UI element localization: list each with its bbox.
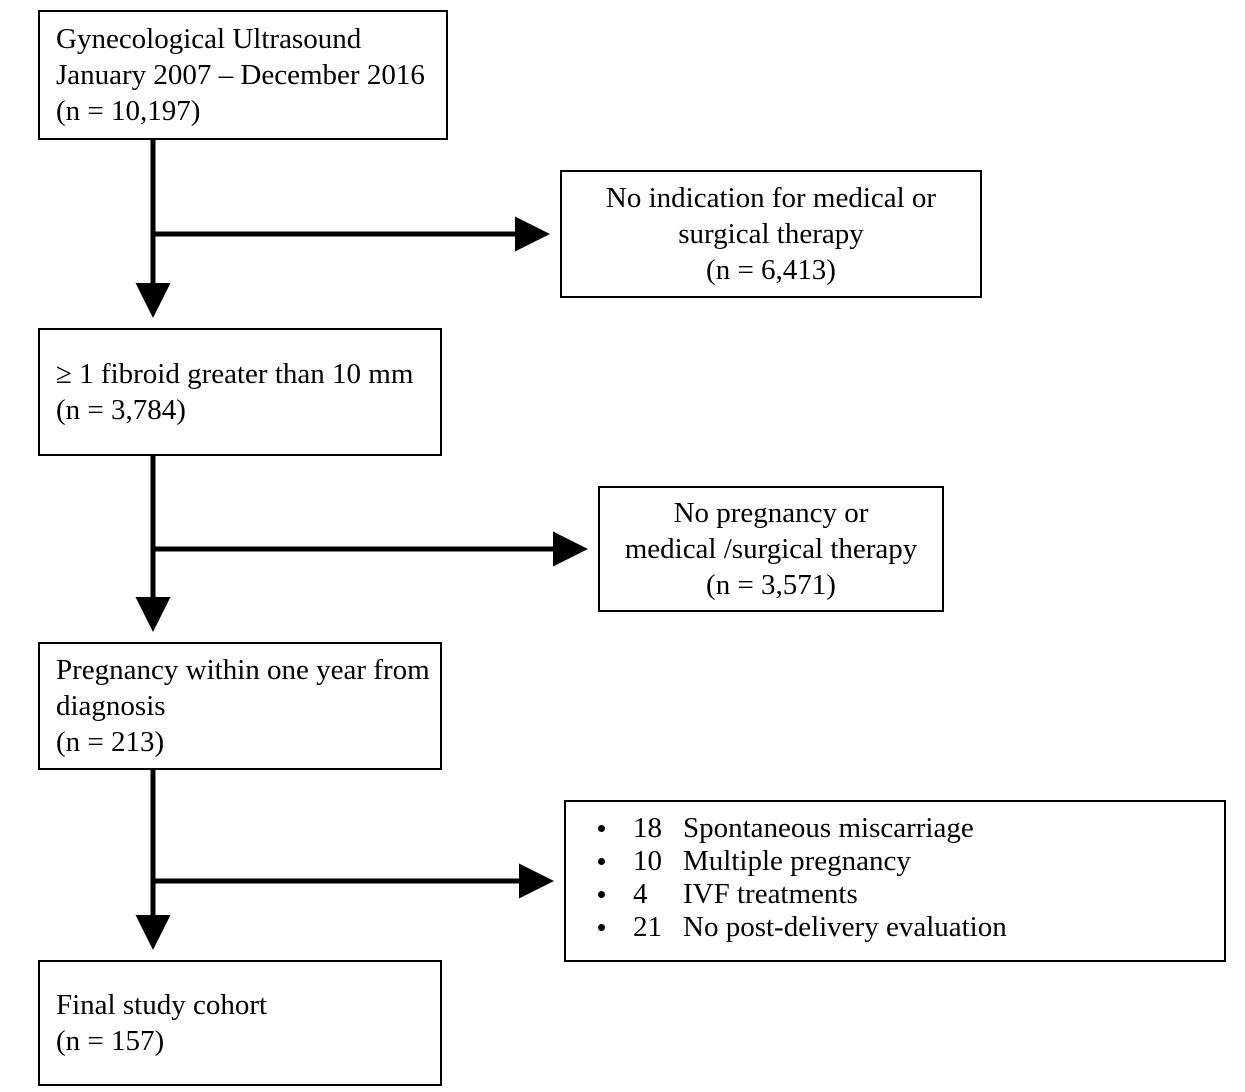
- bullet-icon: [598, 891, 605, 898]
- list-item: 4 IVF treatments: [584, 878, 1206, 911]
- node-line: Final study cohort: [56, 987, 424, 1023]
- bullet-icon: [598, 825, 605, 832]
- list-item-count: 21: [633, 911, 683, 944]
- list-item: 10 Multiple pregnancy: [584, 845, 1206, 878]
- node-line: (n = 213): [56, 724, 424, 760]
- node-line: No indication for medical or: [606, 180, 936, 216]
- exclusion-no-pregnancy-or-therapy: No pregnancy or medical /surgical therap…: [598, 486, 944, 612]
- exclusion-reasons-list: 18 Spontaneous miscarriage 10 Multiple p…: [564, 800, 1226, 962]
- node-line: (n = 157): [56, 1023, 424, 1059]
- list-item-text: IVF treatments: [683, 878, 858, 911]
- node-line: diagnosis: [56, 688, 424, 724]
- list-item-text: No post-delivery evaluation: [683, 911, 1007, 944]
- node-line: (n = 3,784): [56, 392, 424, 428]
- bullet-icon: [598, 858, 605, 865]
- node-line: ≥ 1 fibroid greater than 10 mm: [56, 356, 424, 392]
- node-line: No pregnancy or: [674, 495, 869, 531]
- node-pregnancy-filter: Pregnancy within one year from diagnosis…: [38, 642, 442, 770]
- node-line: Gynecological Ultrasound: [56, 21, 430, 57]
- list-item-count: 10: [633, 845, 683, 878]
- node-fibroid-filter: ≥ 1 fibroid greater than 10 mm (n = 3,78…: [38, 328, 442, 456]
- node-final-cohort: Final study cohort (n = 157): [38, 960, 442, 1086]
- node-initial-cohort: Gynecological Ultrasound January 2007 – …: [38, 10, 448, 140]
- node-line: (n = 10,197): [56, 93, 430, 129]
- list-item-text: Multiple pregnancy: [683, 845, 911, 878]
- list-item-count: 4: [633, 878, 683, 911]
- list-item: 21 No post-delivery evaluation: [584, 911, 1206, 944]
- node-line: (n = 3,571): [706, 567, 836, 603]
- list-item: 18 Spontaneous miscarriage: [584, 812, 1206, 845]
- node-line: surgical therapy: [678, 216, 863, 252]
- node-line: (n = 6,413): [706, 252, 836, 288]
- node-line: medical /surgical therapy: [625, 531, 918, 567]
- exclusion-no-therapy-indication: No indication for medical or surgical th…: [560, 170, 982, 298]
- bullet-icon: [598, 924, 605, 931]
- node-line: January 2007 – December 2016: [56, 57, 430, 93]
- list-item-text: Spontaneous miscarriage: [683, 812, 974, 845]
- list-item-count: 18: [633, 812, 683, 845]
- node-line: Pregnancy within one year from: [56, 652, 424, 688]
